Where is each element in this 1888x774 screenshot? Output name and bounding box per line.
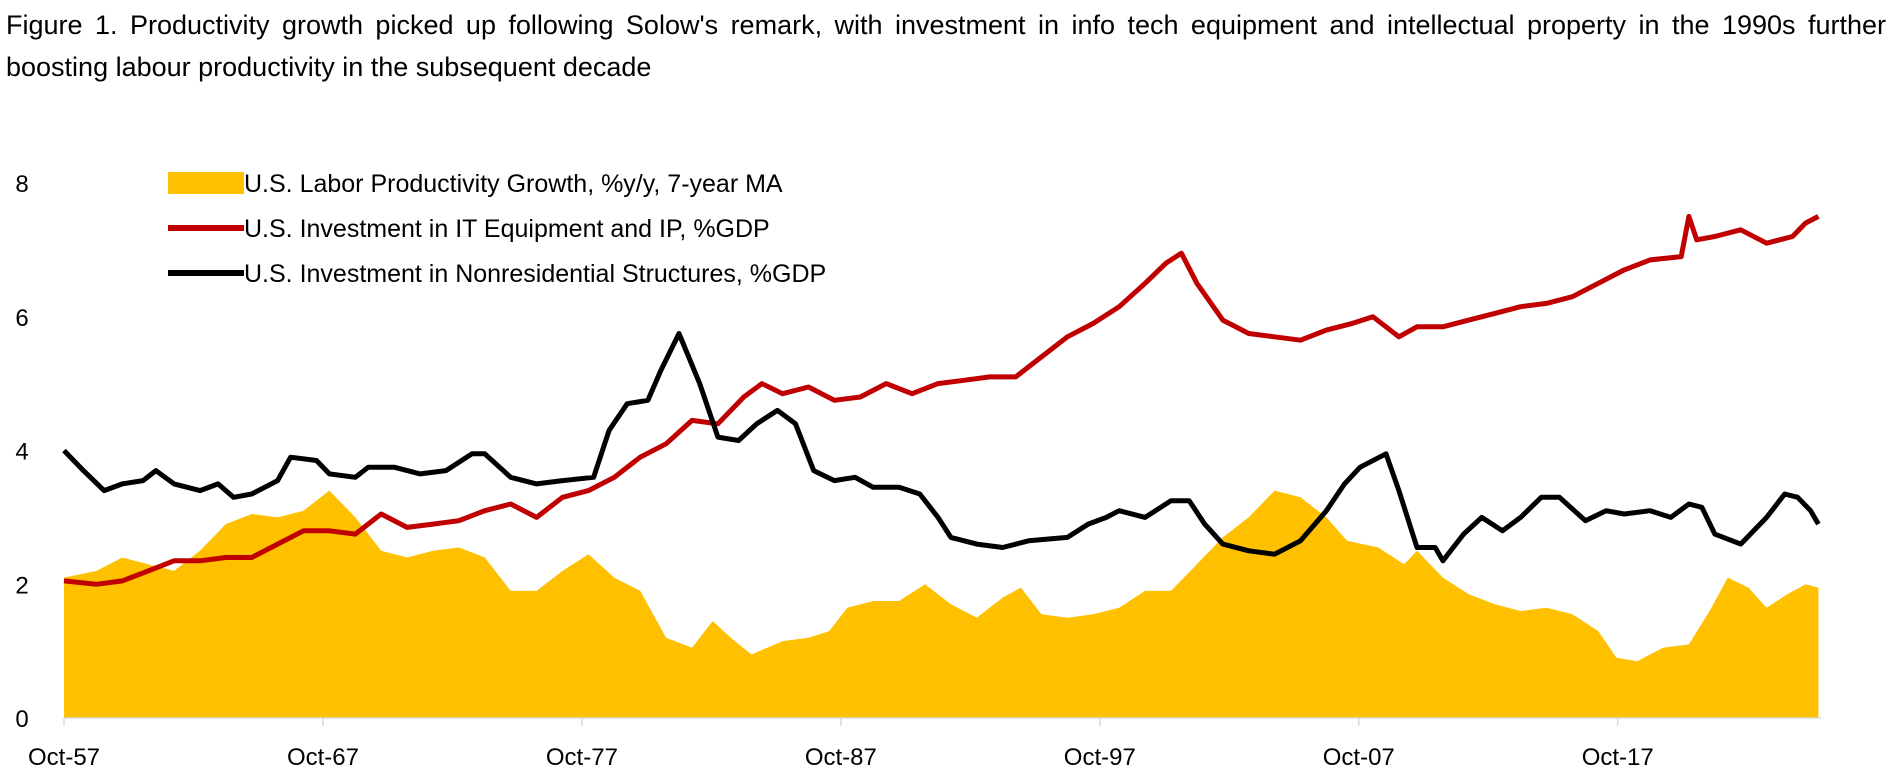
legend-swatch	[168, 172, 244, 194]
y-tick-label: 4	[15, 439, 28, 466]
x-tick-label: Oct-77	[546, 744, 618, 771]
y-tick-label: 6	[15, 305, 28, 332]
x-tick-label: Oct-97	[1064, 744, 1136, 771]
legend-label: U.S. Investment in Nonresidential Struct…	[244, 260, 826, 288]
x-tick-label: Oct-87	[805, 744, 877, 771]
legend-label: U.S. Labor Productivity Growth, %y/y, 7-…	[244, 170, 783, 198]
series-area-productivity	[64, 490, 1819, 718]
chart-title: Figure 1. Productivity growth picked up …	[6, 10, 1886, 82]
y-tick-label: 8	[15, 171, 28, 198]
x-tick-label: Oct-17	[1582, 744, 1654, 771]
series-line-structures-investment	[62, 331, 1821, 564]
x-tick-label: Oct-07	[1323, 744, 1395, 771]
x-tick-label: Oct-67	[287, 744, 359, 771]
x-tick-label: Oct-57	[28, 744, 100, 771]
series-line-it-investment	[63, 213, 1820, 587]
y-tick-label: 2	[15, 572, 28, 599]
y-tick-label: 0	[15, 706, 28, 733]
legend-label: U.S. Investment in IT Equipment and IP, …	[244, 215, 770, 243]
